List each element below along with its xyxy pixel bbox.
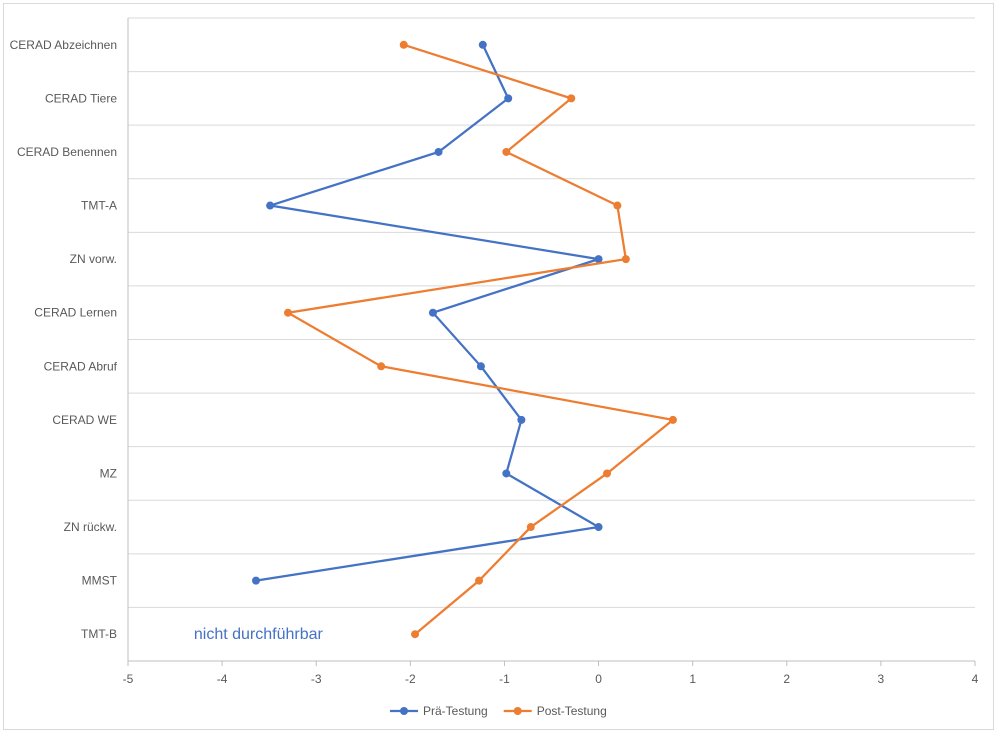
- data-point: [517, 415, 526, 424]
- category-label: CERAD Benennen: [17, 145, 117, 159]
- series-line-post: [284, 43, 676, 636]
- data-point: [428, 308, 437, 317]
- data-point: [603, 469, 612, 478]
- data-point: [594, 255, 603, 264]
- x-tick-label: -1: [499, 672, 510, 686]
- x-tick-label: -2: [405, 672, 416, 686]
- category-label: CERAD WE: [52, 413, 117, 427]
- category-label: MMST: [82, 574, 118, 588]
- category-label: CERAD Lernen: [34, 306, 117, 320]
- category-label: ZN vorw.: [70, 252, 117, 266]
- data-point: [567, 94, 576, 103]
- data-point: [399, 40, 408, 49]
- category-label: CERAD Abzeichnen: [10, 38, 117, 52]
- category-label: TMT-B: [81, 627, 117, 641]
- data-point: [434, 147, 443, 156]
- chart-frame: [3, 3, 994, 730]
- x-tick-label: 4: [972, 672, 979, 686]
- legend-label: Post-Testung: [537, 704, 607, 718]
- x-tick-label: 0: [595, 672, 602, 686]
- category-label: CERAD Abruf: [44, 359, 118, 373]
- x-tick-label: 1: [689, 672, 696, 686]
- x-tick-label: 2: [783, 672, 790, 686]
- legend-marker: [400, 707, 408, 715]
- category-label: CERAD Tiere: [45, 91, 117, 105]
- data-point: [475, 576, 484, 585]
- data-point: [476, 362, 485, 371]
- legend-marker: [513, 707, 522, 715]
- legend-label: Prä-Testung: [423, 704, 488, 718]
- data-point: [377, 362, 386, 371]
- data-point: [668, 415, 677, 424]
- data-point: [504, 94, 513, 103]
- data-point: [621, 255, 630, 264]
- x-tick-label: -4: [217, 672, 228, 686]
- data-point: [613, 201, 622, 210]
- category-label: MZ: [100, 466, 117, 480]
- data-point: [266, 201, 275, 210]
- data-point: [502, 147, 511, 156]
- x-tick-label: -5: [123, 672, 134, 686]
- x-tick-label: 3: [878, 672, 885, 686]
- category-label: TMT-A: [81, 199, 117, 213]
- data-point: [594, 523, 603, 532]
- category-label: ZN rückw.: [64, 520, 117, 534]
- data-point: [478, 40, 487, 49]
- annotation-label: nicht durchführbar: [194, 626, 324, 643]
- data-point: [502, 469, 511, 478]
- data-point: [526, 523, 535, 532]
- data-point: [251, 576, 260, 585]
- x-tick-label: -3: [311, 672, 322, 686]
- data-point: [283, 308, 292, 317]
- data-point: [411, 630, 420, 639]
